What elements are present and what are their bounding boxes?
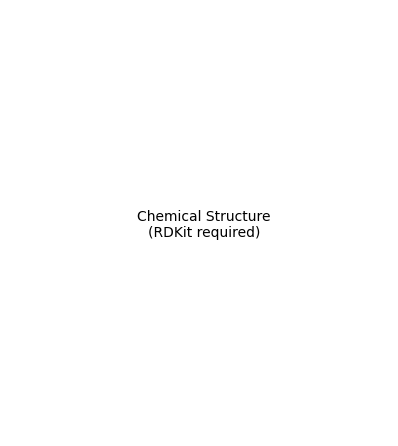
Text: Chemical Structure
(RDKit required): Chemical Structure (RDKit required) (137, 210, 271, 240)
